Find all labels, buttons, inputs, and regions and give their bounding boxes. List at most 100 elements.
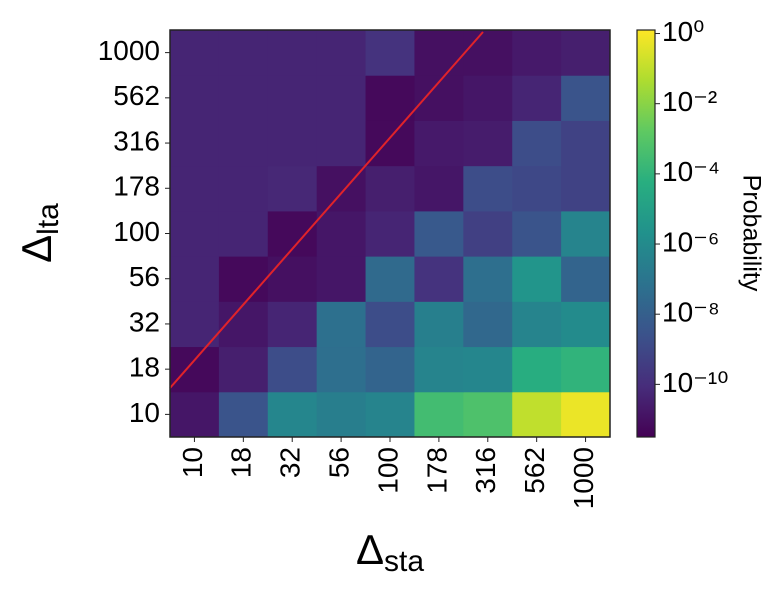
heatmap-cell <box>267 301 318 348</box>
heatmap-cell <box>218 75 269 121</box>
heatmap-cell <box>463 391 513 438</box>
heatmap-cell <box>561 256 611 302</box>
heatmap-cells <box>170 30 611 438</box>
heatmap-cell <box>316 301 367 348</box>
heatmap-cell <box>512 210 562 257</box>
y-label-subscript: lta <box>32 203 65 235</box>
heatmap-cell <box>218 120 269 167</box>
heatmap-cell <box>170 301 220 348</box>
heatmap-cell <box>170 75 220 121</box>
heatmap-cell <box>316 30 367 76</box>
heatmap-cell <box>170 210 220 257</box>
heatmap-cell <box>316 210 367 257</box>
heatmap-cell <box>561 301 611 348</box>
heatmap-cell <box>414 120 464 167</box>
heatmap-cell <box>463 256 513 302</box>
y-tick-label: 32 <box>129 306 160 337</box>
heatmap-cell <box>316 75 367 121</box>
heatmap-cell <box>316 256 367 302</box>
heatmap-cell <box>365 210 415 257</box>
heatmap-cell <box>365 75 415 121</box>
heatmap-cell <box>463 120 513 167</box>
x-tick-label: 562 <box>519 447 550 494</box>
heatmap-cell <box>512 75 562 121</box>
diagonal-line <box>169 31 484 389</box>
heatmap-cell <box>414 301 464 348</box>
heatmap-cell <box>267 120 318 167</box>
heatmap-cell <box>365 301 415 348</box>
heatmap-cell <box>463 165 513 212</box>
y-tick-label: 56 <box>129 261 160 292</box>
heatmap-cell <box>365 30 415 76</box>
y-tick-label: 1000 <box>98 35 160 66</box>
heatmap-cell <box>414 256 464 302</box>
heatmap-cell <box>512 120 562 167</box>
colorbar-tick-label: 10⁻⁸ <box>662 297 720 328</box>
heatmap-cell <box>267 165 318 212</box>
heatmap-cell <box>170 120 220 167</box>
x-tick-label: 316 <box>470 447 501 494</box>
heatmap-cell <box>316 391 367 438</box>
heatmap-cell <box>512 256 562 302</box>
x-label-symbol: Δ <box>356 526 384 573</box>
y-tick-label: 100 <box>113 216 160 247</box>
colorbar <box>636 29 656 438</box>
heatmap-cell <box>267 256 318 302</box>
heatmap-cell <box>463 346 513 393</box>
heatmap-cell <box>170 165 220 212</box>
heatmap-cell <box>365 256 415 302</box>
heatmap-cell <box>267 346 318 393</box>
heatmap-cell <box>170 346 220 393</box>
heatmap-cell <box>512 346 562 393</box>
heatmap-cell <box>414 346 464 393</box>
x-tick-label: 32 <box>275 447 306 478</box>
heatmap-cell <box>316 346 367 393</box>
heatmap-cell <box>414 30 464 76</box>
y-axis-label: Δlta <box>13 203 65 263</box>
heatmap-cell <box>170 256 220 302</box>
heatmap-cell <box>218 30 269 76</box>
heatmap-cell <box>561 210 611 257</box>
heatmap-cell <box>561 30 611 76</box>
y-tick-label: 10 <box>129 397 160 428</box>
heatmap-cell <box>463 75 513 121</box>
heatmap-cell <box>365 165 415 212</box>
x-tick-label: 10 <box>177 447 208 478</box>
heatmap-cell <box>365 346 415 393</box>
heatmap-cell <box>267 391 318 438</box>
x-label-subscript: sta <box>384 545 424 578</box>
heatmap-cell <box>561 165 611 212</box>
heatmap-cell <box>414 391 464 438</box>
heatmap-cell <box>365 120 415 167</box>
x-tick-label: 100 <box>372 447 403 494</box>
heatmap-cell <box>512 30 562 76</box>
x-tick-label: 56 <box>324 447 355 478</box>
heatmap-cell <box>218 391 269 438</box>
heatmap-cell <box>561 120 611 167</box>
heatmap-cell <box>463 30 513 76</box>
heatmap-cell <box>267 30 318 76</box>
heatmap-cell <box>316 120 367 167</box>
x-tick-label: 1000 <box>568 447 599 509</box>
heatmap-cell <box>463 301 513 348</box>
heatmap-cell <box>561 75 611 121</box>
heatmap-cell <box>414 210 464 257</box>
heatmap-cell <box>512 301 562 348</box>
y-tick-label: 178 <box>113 171 160 202</box>
heatmap-cell <box>267 75 318 121</box>
y-label-symbol: Δ <box>13 235 60 263</box>
heatmap-cell <box>561 346 611 393</box>
x-axis-label: Δsta <box>356 526 424 578</box>
colorbar-tick-label: 10⁻² <box>662 86 717 117</box>
y-tick-label: 562 <box>113 80 160 111</box>
colorbar-label: Probability <box>737 175 765 292</box>
heatmap-cell <box>218 256 269 302</box>
heatmap-cell <box>170 391 220 438</box>
heatmap-cell <box>561 391 611 438</box>
x-tick-label: 178 <box>421 447 452 494</box>
heatmap-cell <box>365 391 415 438</box>
x-tick-label: 18 <box>226 447 257 478</box>
colorbar-tick-label: 10⁻⁴ <box>662 156 720 187</box>
colorbar-tick-label: 10⁻¹⁰ <box>662 367 728 398</box>
